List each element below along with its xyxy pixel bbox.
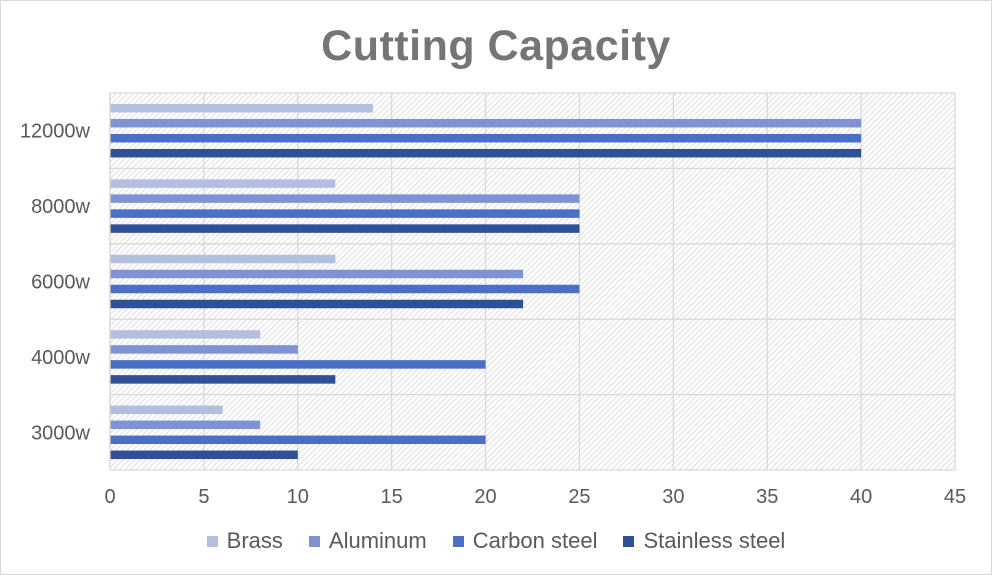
- bar-stainless-steel-4000w: [110, 375, 336, 384]
- legend-swatch: [206, 535, 218, 547]
- bar-aluminum-3000w: [110, 420, 261, 430]
- legend-swatch: [452, 535, 464, 547]
- chart-title: Cutting Capacity: [321, 22, 671, 70]
- bar-carbon-steel-12000w: [110, 133, 862, 143]
- legend-item: Aluminum: [308, 528, 427, 554]
- y-tick-label: 4000w: [31, 347, 90, 369]
- bar-brass-8000w: [110, 179, 336, 188]
- bar-stainless-steel-12000w: [110, 148, 862, 158]
- bar-aluminum-6000w: [110, 269, 524, 279]
- x-tick-label: 30: [662, 486, 684, 508]
- bar-brass-12000w: [110, 103, 373, 113]
- bar-aluminum-12000w: [110, 118, 862, 128]
- bar-carbon-steel-6000w: [110, 284, 580, 294]
- y-tick-label: 6000w: [31, 272, 90, 294]
- legend-item: Carbon steel: [452, 528, 598, 554]
- bar-carbon-steel-3000w: [110, 435, 486, 445]
- x-tick-label: 35: [756, 486, 778, 508]
- y-tick-label: 8000w: [31, 196, 90, 218]
- x-tick-label: 0: [104, 486, 115, 508]
- bar-carbon-steel-8000w: [110, 209, 580, 218]
- legend-swatch: [308, 535, 320, 547]
- x-tick-label: 25: [568, 486, 590, 508]
- legend-swatch: [623, 535, 635, 547]
- legend-item: Stainless steel: [623, 528, 785, 554]
- bar-stainless-steel-8000w: [110, 224, 580, 233]
- bar-stainless-steel-6000w: [110, 299, 524, 309]
- chart-legend: Brass Aluminum Carbon steel Stainless steel: [0, 528, 992, 554]
- x-tick-label: 45: [944, 486, 966, 508]
- x-tick-label: 5: [198, 486, 209, 508]
- y-tick-label: 3000w: [31, 422, 90, 444]
- x-tick-label: 10: [287, 486, 309, 508]
- x-tick-label: 20: [474, 486, 496, 508]
- legend-item: Brass: [206, 528, 283, 554]
- bar-brass-4000w: [110, 330, 261, 339]
- bar-brass-3000w: [110, 405, 223, 415]
- bar-aluminum-8000w: [110, 194, 580, 203]
- bar-brass-6000w: [110, 254, 336, 264]
- bar-aluminum-4000w: [110, 345, 298, 354]
- bar-carbon-steel-4000w: [110, 360, 486, 369]
- legend-label: Brass: [226, 528, 283, 553]
- x-tick-label: 40: [850, 486, 872, 508]
- legend-label: Aluminum: [328, 528, 427, 553]
- y-tick-label: 12000w: [20, 121, 91, 143]
- x-tick-label: 15: [381, 486, 403, 508]
- legend-label: Stainless steel: [643, 528, 786, 553]
- bar-stainless-steel-3000w: [110, 450, 298, 460]
- legend-label: Carbon steel: [472, 528, 598, 553]
